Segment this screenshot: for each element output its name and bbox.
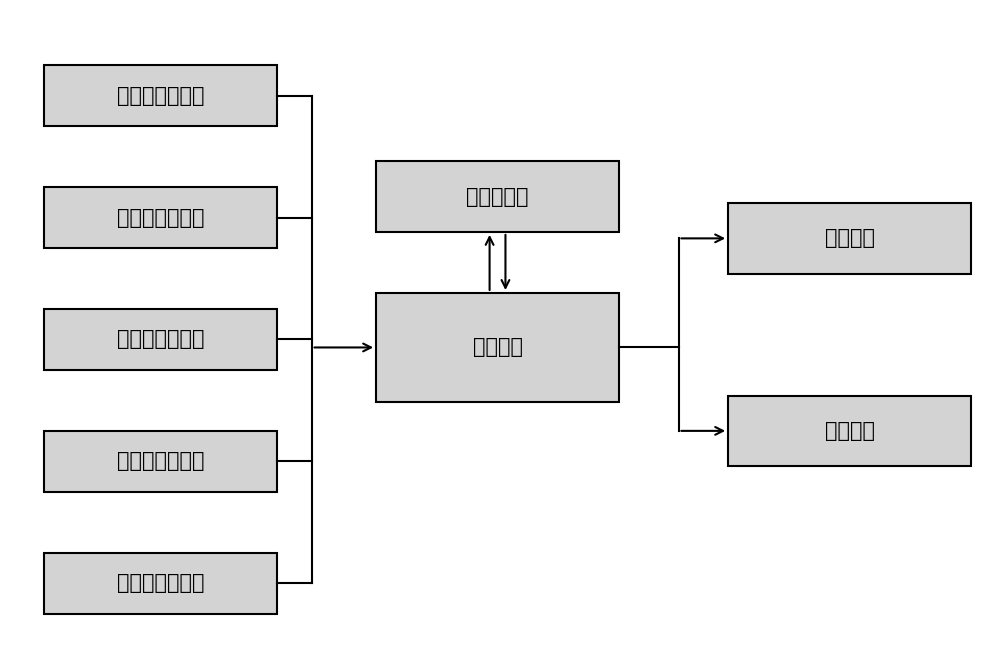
Text: 出水温度传感器: 出水温度传感器 bbox=[117, 86, 204, 105]
FancyBboxPatch shape bbox=[728, 203, 971, 274]
Text: 主控制器: 主控制器 bbox=[473, 337, 523, 358]
Text: 混水温度传感器: 混水温度传感器 bbox=[117, 573, 204, 593]
Text: 循环水泵: 循环水泵 bbox=[825, 228, 875, 248]
FancyBboxPatch shape bbox=[376, 161, 619, 232]
Text: 操作显示器: 操作显示器 bbox=[466, 187, 529, 207]
Text: 进水温度传感器: 进水温度传感器 bbox=[117, 330, 204, 350]
Text: 混水流量传感器: 混水流量传感器 bbox=[117, 451, 204, 471]
FancyBboxPatch shape bbox=[376, 293, 619, 402]
FancyBboxPatch shape bbox=[44, 309, 277, 370]
Text: 出水流量传感器: 出水流量传感器 bbox=[117, 207, 204, 227]
FancyBboxPatch shape bbox=[44, 65, 277, 126]
FancyBboxPatch shape bbox=[44, 187, 277, 248]
Text: 步进电机: 步进电机 bbox=[825, 421, 875, 441]
FancyBboxPatch shape bbox=[728, 396, 971, 466]
FancyBboxPatch shape bbox=[44, 431, 277, 492]
FancyBboxPatch shape bbox=[44, 552, 277, 614]
